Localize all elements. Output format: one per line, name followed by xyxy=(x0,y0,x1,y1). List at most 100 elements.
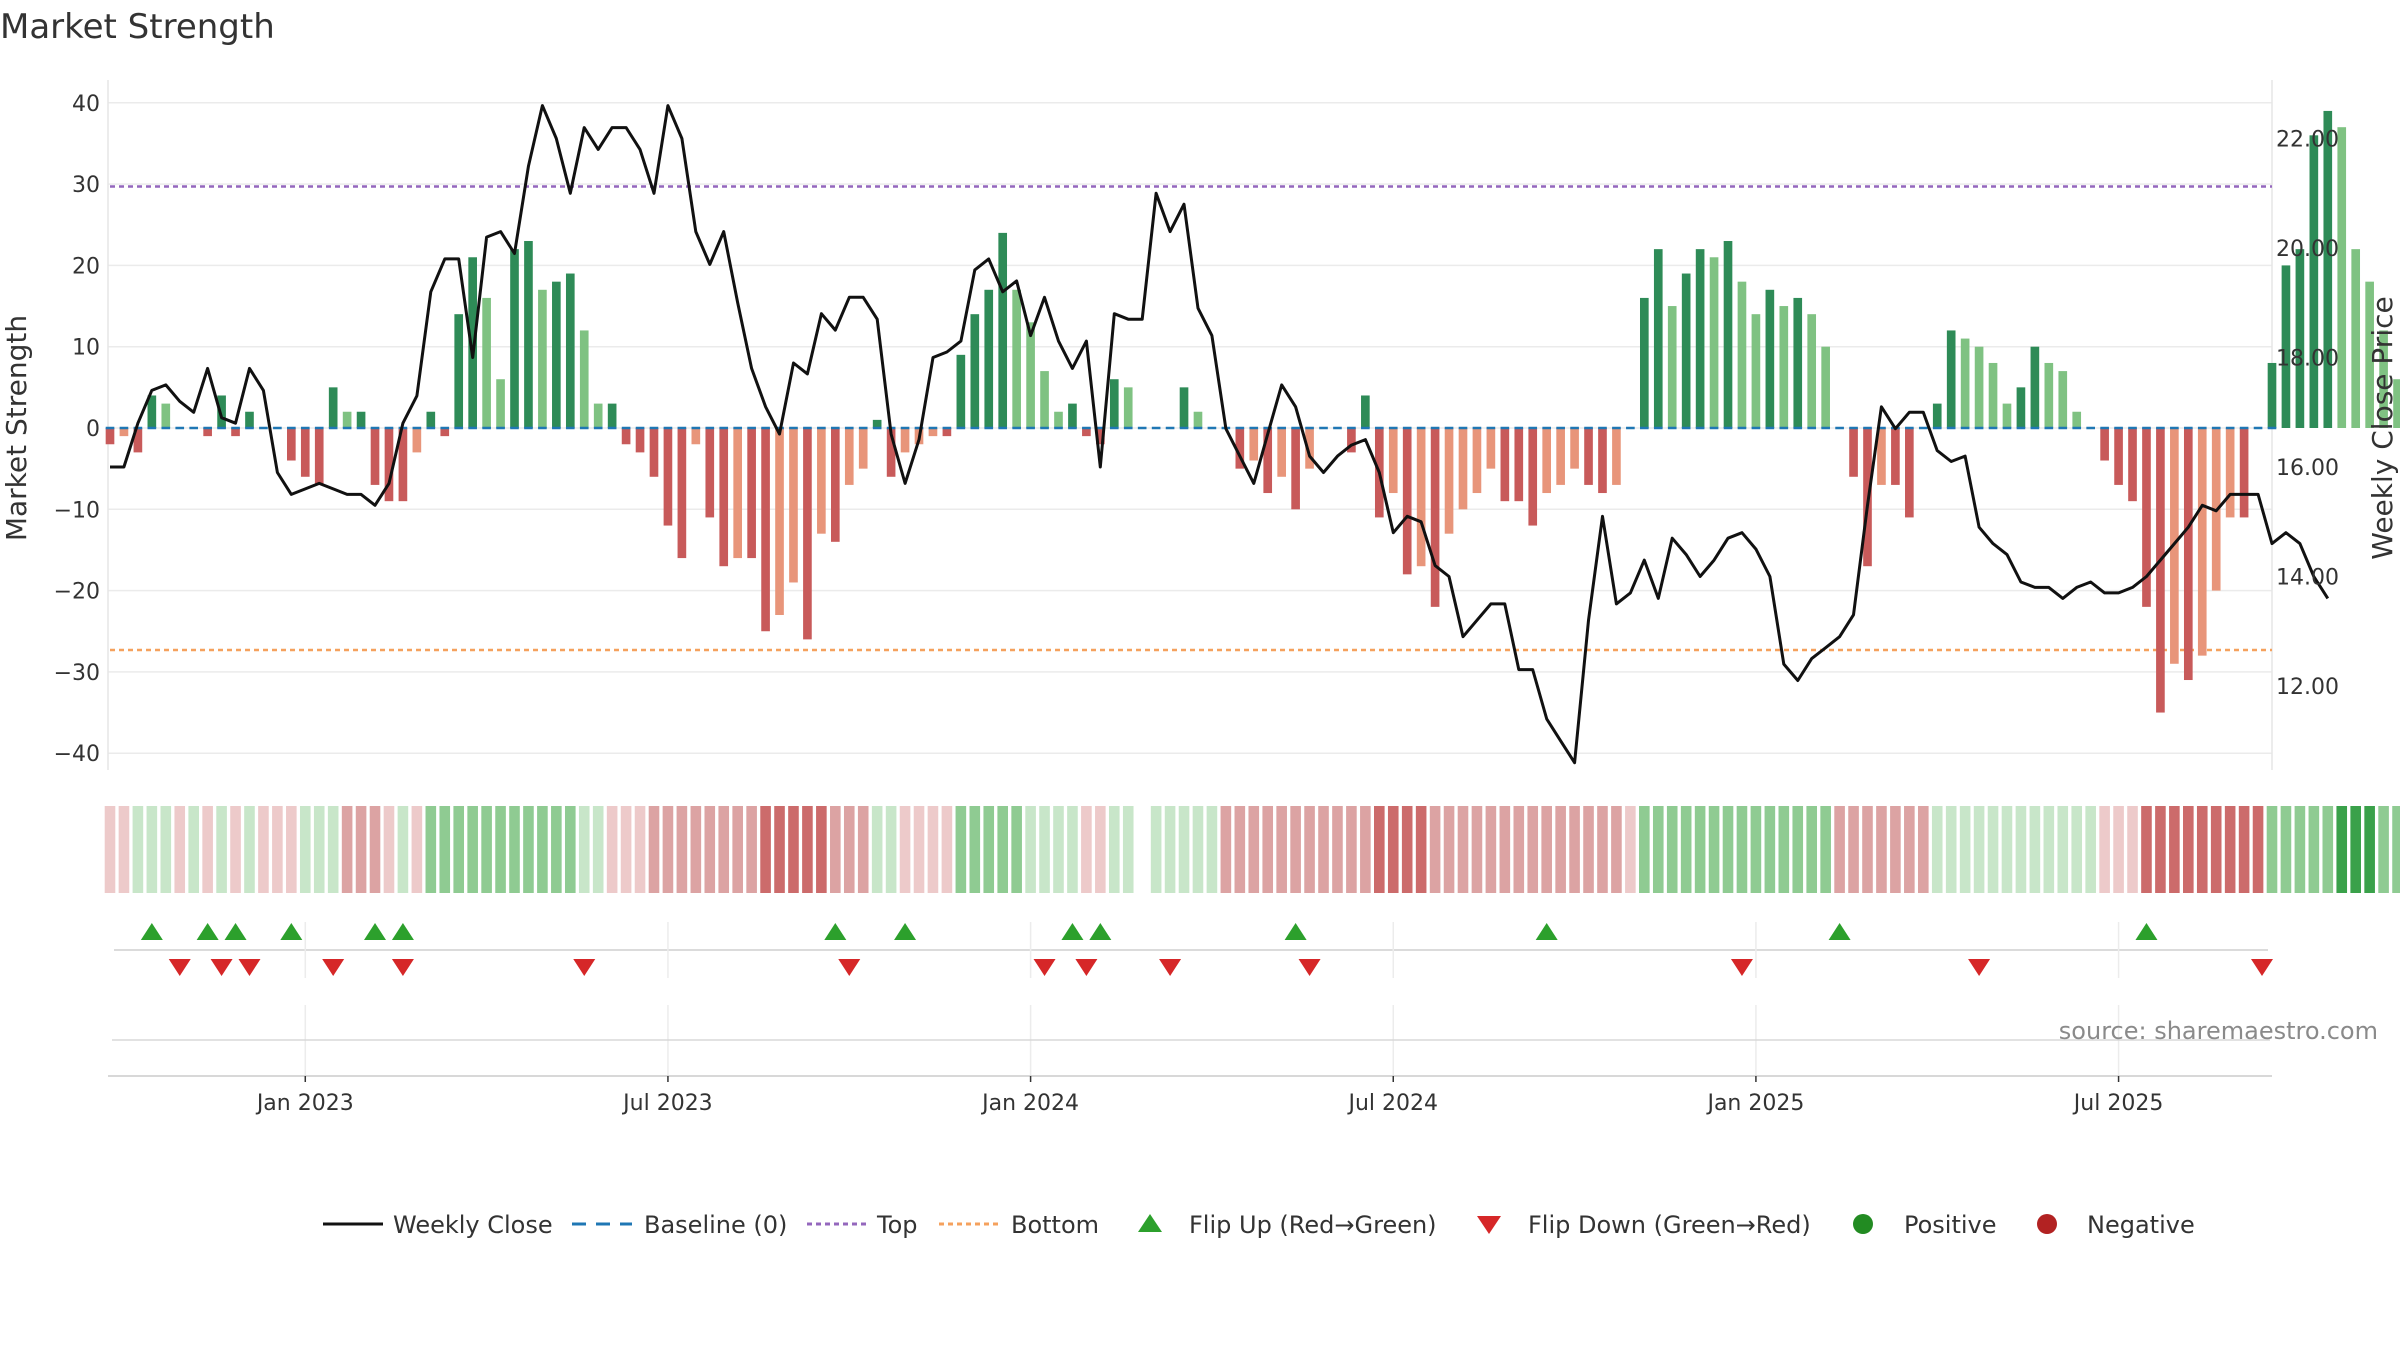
flip-up-marker xyxy=(894,923,917,940)
strength-bar xyxy=(1751,314,1761,428)
strip-cell xyxy=(620,806,632,893)
strength-bar xyxy=(119,428,129,437)
strip-cell xyxy=(1750,806,1762,893)
flip-down-marker xyxy=(1075,959,1098,976)
strength-bar xyxy=(2197,428,2207,656)
strength-bar xyxy=(1974,346,1984,428)
strip-cell xyxy=(830,806,841,893)
x-tick-label: Jan 2024 xyxy=(980,1091,1079,1116)
strip-cell xyxy=(2057,806,2069,893)
strip-cell xyxy=(1346,806,1357,893)
strength-bar xyxy=(747,428,756,559)
strength-bar xyxy=(2267,362,2277,428)
strength-bar xyxy=(105,428,115,445)
flip-down-marker xyxy=(2251,959,2273,976)
strength-bar xyxy=(1305,428,1314,469)
strength-bar xyxy=(1793,297,1803,428)
strip-cell xyxy=(1541,806,1552,893)
strength-bar xyxy=(1291,428,1300,510)
x-tick-label: Jan 2023 xyxy=(255,1091,354,1116)
strip-cell xyxy=(1332,806,1343,893)
strip-cell xyxy=(258,806,269,893)
strength-bar xyxy=(998,232,1008,428)
strength-bar xyxy=(1109,379,1119,428)
strip-cell xyxy=(1290,806,1301,893)
strength-bar xyxy=(1193,411,1203,428)
strength-bar xyxy=(2323,110,2333,429)
flip-up-marker xyxy=(364,923,387,940)
strip-cell xyxy=(606,806,618,893)
strip-cell xyxy=(1206,806,1218,893)
strength-bar xyxy=(830,428,840,542)
strength-bar xyxy=(1361,395,1370,428)
strip-cell xyxy=(1025,806,1036,893)
strength-bar xyxy=(552,281,561,428)
strip-cell xyxy=(1122,806,1134,893)
flip-down-marker xyxy=(1033,959,1056,976)
strip-cell xyxy=(1555,806,1566,893)
strength-bar xyxy=(2281,265,2291,428)
strip-cell xyxy=(132,806,144,893)
strip-cell xyxy=(1304,806,1315,893)
strip-cell xyxy=(369,806,381,893)
strip-cell xyxy=(871,806,883,893)
strength-bar xyxy=(1012,289,1021,428)
strength-bar xyxy=(1179,387,1189,428)
strip-cell xyxy=(2280,806,2292,893)
strength-bar xyxy=(538,289,547,428)
flip-down-marker xyxy=(210,959,233,976)
strength-bar xyxy=(2309,135,2319,428)
strength-bar xyxy=(691,428,701,445)
strength-bar xyxy=(872,419,882,428)
legend-flip-down-icon xyxy=(1477,1216,1501,1234)
flip-down-marker xyxy=(238,959,261,976)
strip-cell xyxy=(341,806,353,893)
strip-cell xyxy=(1708,806,1720,893)
strength-bar xyxy=(1235,428,1245,469)
strength-bar xyxy=(1542,428,1552,494)
left-tick-label: −10 xyxy=(54,498,100,523)
strength-bar xyxy=(1402,428,1412,575)
strip-cell xyxy=(1513,806,1525,893)
strip-cell xyxy=(1652,806,1664,893)
strength-bar xyxy=(1514,428,1524,502)
strength-bar xyxy=(1263,428,1273,494)
flip-down-marker xyxy=(573,959,596,976)
strip-cell xyxy=(1443,806,1455,893)
strength-bar xyxy=(817,428,826,534)
strength-bar xyxy=(370,428,380,485)
strength-bar xyxy=(231,428,240,437)
strength-bar xyxy=(1695,249,1705,428)
strip-cell xyxy=(941,806,953,893)
strength-bar xyxy=(1486,428,1496,469)
left-tick-label: 0 xyxy=(86,417,100,442)
strip-cell xyxy=(1276,806,1287,893)
strip-cell xyxy=(2252,806,2264,893)
strip-cell xyxy=(2141,806,2152,893)
strip-cell xyxy=(1848,806,1859,893)
strip-cell xyxy=(188,806,199,893)
strip-cell xyxy=(816,806,827,893)
left-tick-label: −30 xyxy=(54,661,100,686)
right-tick-label: 16.00 xyxy=(2276,456,2339,481)
strength-bar xyxy=(1458,428,1468,510)
flip-up-marker xyxy=(391,923,414,940)
strength-bar xyxy=(649,428,659,477)
strength-bar xyxy=(663,428,673,526)
legend-label: Bottom xyxy=(1011,1211,1099,1239)
strip-cell xyxy=(1499,806,1511,893)
strength-bar xyxy=(1570,428,1579,469)
strip-cell xyxy=(1429,806,1441,893)
legend-negative-dot xyxy=(2037,1214,2057,1234)
strip-cell xyxy=(272,806,283,893)
strength-bar xyxy=(1988,362,1998,428)
strip-cell xyxy=(1917,806,1929,893)
right-tick-label: 20.00 xyxy=(2276,237,2339,262)
strength-bar xyxy=(1123,387,1133,428)
strip-cell xyxy=(718,806,730,893)
left-tick-label: −20 xyxy=(54,580,100,605)
strength-bar xyxy=(984,289,994,428)
strip-cell xyxy=(1694,806,1706,893)
strength-bar xyxy=(1681,273,1691,428)
strength-bar xyxy=(2393,379,2400,428)
